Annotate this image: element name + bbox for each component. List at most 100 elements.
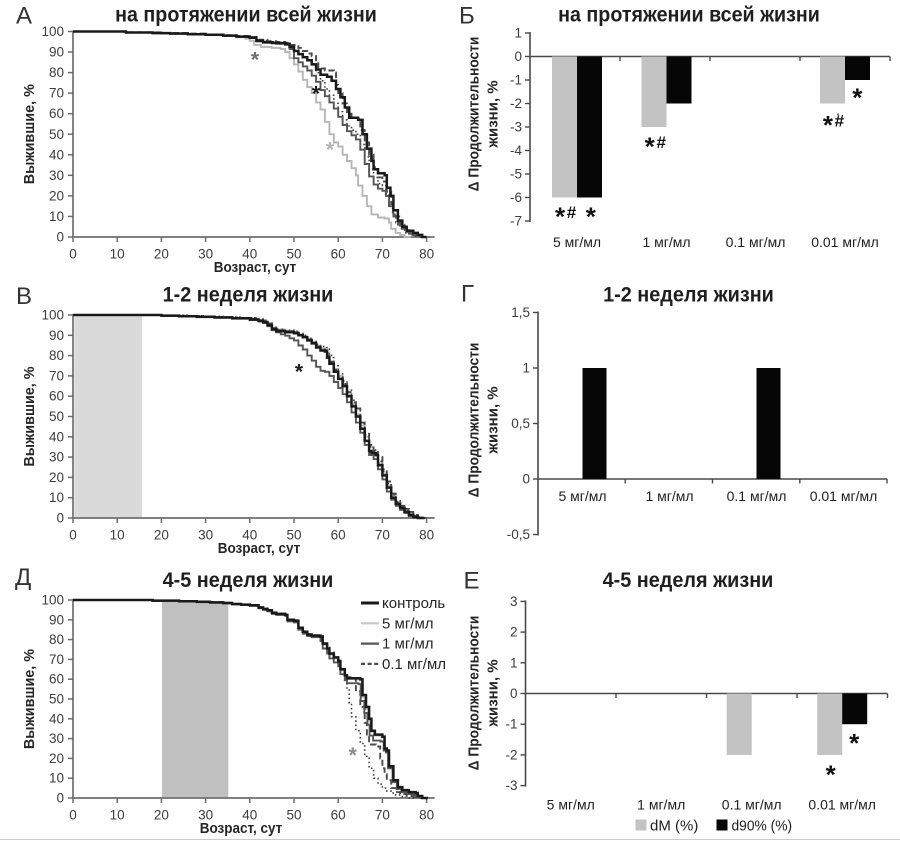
svg-text:#: # xyxy=(656,133,666,152)
svg-text:1 мг/мл: 1 мг/мл xyxy=(642,234,690,250)
svg-text:20: 20 xyxy=(154,528,169,543)
svg-text:В: В xyxy=(16,283,32,310)
svg-text:Выжившие, %: Выжившие, % xyxy=(22,84,38,184)
svg-text:*: * xyxy=(823,110,834,140)
svg-text:*: * xyxy=(852,83,863,113)
svg-text:4-5 неделя жизни: 4-5 неделя жизни xyxy=(603,568,774,592)
svg-text:80: 80 xyxy=(49,632,64,647)
svg-text:*: * xyxy=(586,201,597,231)
svg-text:*: * xyxy=(849,728,860,758)
svg-text:10: 10 xyxy=(110,528,125,543)
svg-text:80: 80 xyxy=(419,247,434,262)
svg-text:0,5: 0,5 xyxy=(511,416,530,431)
svg-text:Д: Д xyxy=(15,564,31,591)
svg-text:Возраст, сут: Возраст, сут xyxy=(218,540,301,557)
svg-text:20: 20 xyxy=(154,247,169,262)
svg-text:#: # xyxy=(835,112,845,131)
svg-text:*: * xyxy=(312,83,321,106)
svg-text:70: 70 xyxy=(49,86,64,101)
svg-text:на протяжении всей жизни: на протяжении всей жизни xyxy=(115,3,377,27)
svg-text:жизни, %: жизни, % xyxy=(485,80,502,148)
svg-text:60: 60 xyxy=(331,528,346,543)
svg-text:5 мг/мл: 5 мг/мл xyxy=(382,615,434,632)
svg-text:А: А xyxy=(16,3,32,30)
svg-text:4-5 неделя жизни: 4-5 неделя жизни xyxy=(163,568,334,592)
svg-text:*: * xyxy=(555,201,566,231)
svg-text:0: 0 xyxy=(514,49,522,64)
svg-text:Возраст, сут: Возраст, сут xyxy=(200,820,283,837)
svg-text:40: 40 xyxy=(49,147,64,162)
svg-text:1-2 неделя жизни: 1-2 неделя жизни xyxy=(603,283,774,307)
svg-text:70: 70 xyxy=(49,652,64,667)
svg-text:*: * xyxy=(645,131,656,161)
svg-text:30: 30 xyxy=(49,731,64,746)
svg-text:-3: -3 xyxy=(505,778,517,793)
svg-text:70: 70 xyxy=(49,368,64,383)
svg-text:0.01 мг/мл: 0.01 мг/мл xyxy=(811,234,879,250)
svg-text:-1: -1 xyxy=(505,717,517,732)
svg-text:1-2 неделя жизни: 1-2 неделя жизни xyxy=(163,283,334,307)
svg-text:d90% (%): d90% (%) xyxy=(732,818,793,835)
svg-text:#: # xyxy=(567,203,577,222)
svg-text:*: * xyxy=(326,139,335,162)
svg-text:50: 50 xyxy=(49,409,64,424)
svg-text:10: 10 xyxy=(110,808,125,823)
svg-text:Г: Г xyxy=(461,281,474,308)
svg-text:1 мг/мл: 1 мг/мл xyxy=(637,797,685,813)
svg-text:10: 10 xyxy=(49,209,64,224)
svg-text:90: 90 xyxy=(49,45,64,60)
svg-text:контроль: контроль xyxy=(382,595,445,612)
svg-text:5 мг/мл: 5 мг/мл xyxy=(553,234,601,250)
svg-text:0: 0 xyxy=(510,686,518,701)
svg-text:40: 40 xyxy=(49,429,64,444)
svg-text:70: 70 xyxy=(375,247,390,262)
svg-text:*: * xyxy=(349,744,358,767)
svg-text:-4: -4 xyxy=(510,143,522,158)
svg-text:90: 90 xyxy=(49,612,64,627)
svg-text:100: 100 xyxy=(41,308,64,323)
svg-text:0.1 мг/мл: 0.1 мг/мл xyxy=(722,797,782,813)
svg-text:20: 20 xyxy=(154,808,169,823)
svg-text:1 мг/мл: 1 мг/мл xyxy=(382,636,434,653)
svg-text:Е: Е xyxy=(464,568,480,595)
svg-text:40: 40 xyxy=(49,711,64,726)
svg-text:30: 30 xyxy=(198,808,213,823)
svg-text:40: 40 xyxy=(242,247,257,262)
svg-text:80: 80 xyxy=(419,528,434,543)
svg-text:0: 0 xyxy=(56,791,64,806)
svg-text:-1: -1 xyxy=(510,73,522,88)
svg-text:70: 70 xyxy=(375,808,390,823)
svg-text:40: 40 xyxy=(242,528,257,543)
svg-text:50: 50 xyxy=(286,528,301,543)
svg-text:Δ Продолжительности: Δ Продолжительности xyxy=(466,616,483,771)
svg-text:0.1 мг/мл: 0.1 мг/мл xyxy=(382,656,446,673)
svg-text:Возраст, сут: Возраст, сут xyxy=(214,259,297,276)
svg-text:30: 30 xyxy=(198,528,213,543)
svg-text:Δ Продолжительности: Δ Продолжительности xyxy=(466,343,483,498)
svg-text:60: 60 xyxy=(49,389,64,404)
svg-text:30: 30 xyxy=(49,168,64,183)
svg-text:5 мг/мл: 5 мг/мл xyxy=(558,488,606,504)
svg-text:-5: -5 xyxy=(510,167,522,182)
svg-text:0.01 мг/мл: 0.01 мг/мл xyxy=(808,797,876,813)
svg-text:Выжившие, %: Выжившие, % xyxy=(22,366,38,466)
svg-text:1: 1 xyxy=(514,26,522,41)
svg-text:Выжившие, %: Выжившие, % xyxy=(22,649,38,749)
svg-text:1 мг/мл: 1 мг/мл xyxy=(645,488,693,504)
svg-text:80: 80 xyxy=(419,808,434,823)
svg-text:20: 20 xyxy=(49,470,64,485)
svg-text:на протяжении всей жизни: на протяжении всей жизни xyxy=(558,3,820,27)
svg-text:dM (%): dM (%) xyxy=(650,818,698,835)
svg-text:30: 30 xyxy=(198,247,213,262)
svg-text:100: 100 xyxy=(41,24,64,39)
svg-text:60: 60 xyxy=(331,247,346,262)
svg-text:3: 3 xyxy=(510,594,518,609)
svg-text:Б: Б xyxy=(459,3,475,30)
svg-text:10: 10 xyxy=(49,771,64,786)
svg-text:-7: -7 xyxy=(510,214,522,229)
svg-text:2: 2 xyxy=(510,625,518,640)
svg-text:80: 80 xyxy=(49,348,64,363)
svg-text:60: 60 xyxy=(49,672,64,687)
svg-text:30: 30 xyxy=(49,450,64,465)
svg-text:жизни, %: жизни, % xyxy=(485,659,502,727)
